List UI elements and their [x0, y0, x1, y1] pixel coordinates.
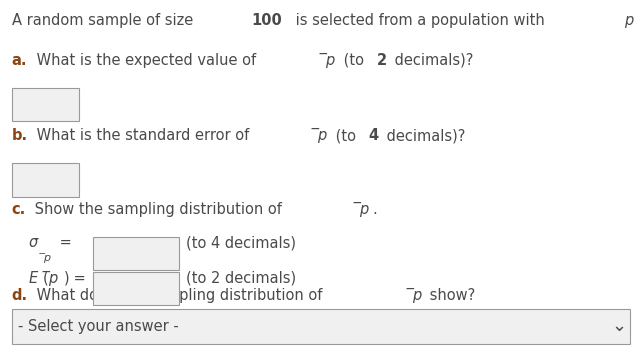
Text: 2: 2 [377, 53, 387, 68]
Text: ): ) [63, 271, 69, 286]
Text: - Select your answer -: - Select your answer - [18, 319, 179, 334]
Text: (to 2 decimals): (to 2 decimals) [186, 271, 296, 286]
Text: ̅p: ̅p [319, 128, 328, 144]
Text: (to: (to [331, 128, 360, 144]
Text: d.: d. [12, 288, 28, 303]
Text: 100: 100 [251, 13, 282, 28]
Text: ̅p: ̅p [361, 202, 370, 217]
Text: =: = [637, 13, 641, 28]
FancyBboxPatch shape [12, 163, 79, 197]
Text: show?: show? [425, 288, 475, 303]
Text: (to 4 decimals): (to 4 decimals) [186, 236, 296, 251]
Text: A random sample of size: A random sample of size [12, 13, 197, 28]
Text: =: = [55, 236, 72, 251]
Text: =: = [69, 271, 86, 286]
Text: 4: 4 [369, 128, 379, 144]
Text: What is the expected value of: What is the expected value of [31, 53, 260, 68]
FancyBboxPatch shape [93, 237, 179, 270]
Text: Show the sampling distribution of: Show the sampling distribution of [30, 202, 287, 217]
Text: What does the sampling distribution of: What does the sampling distribution of [32, 288, 328, 303]
Text: ⌄: ⌄ [611, 317, 626, 336]
Text: p: p [624, 13, 634, 28]
Text: σ: σ [28, 236, 37, 251]
Text: c.: c. [12, 202, 26, 217]
Text: (: ( [42, 271, 48, 286]
Text: ̅p: ̅p [327, 53, 336, 68]
FancyBboxPatch shape [93, 272, 179, 305]
FancyBboxPatch shape [12, 88, 79, 121]
Text: ̅p: ̅p [49, 271, 58, 286]
Text: decimals)?: decimals)? [382, 128, 465, 144]
Text: .: . [373, 202, 378, 217]
FancyBboxPatch shape [12, 309, 630, 344]
Text: What is the standard error of: What is the standard error of [32, 128, 254, 144]
Text: E: E [28, 271, 37, 286]
Text: b.: b. [12, 128, 28, 144]
Text: (to: (to [338, 53, 369, 68]
Text: ̅p: ̅p [44, 253, 51, 264]
Text: is selected from a population with: is selected from a population with [291, 13, 549, 28]
Text: a.: a. [12, 53, 27, 68]
Text: ̅p: ̅p [413, 288, 422, 303]
Text: decimals)?: decimals)? [390, 53, 473, 68]
